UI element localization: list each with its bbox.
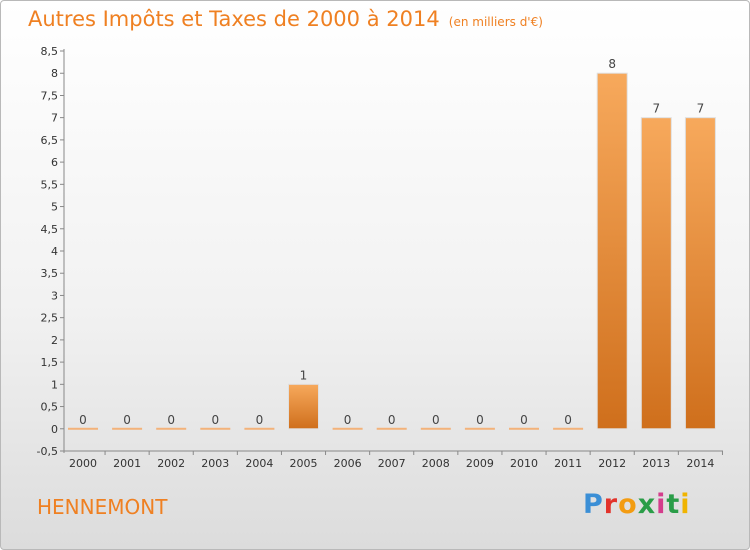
data-label: 0 (344, 413, 352, 427)
bar (553, 427, 584, 430)
data-label: 0 (388, 413, 396, 427)
data-label: 0 (432, 413, 440, 427)
x-tick-label: 2010 (510, 457, 538, 470)
x-tick-label: 2000 (69, 457, 97, 470)
x-tick-label: 2008 (422, 457, 450, 470)
bar (200, 427, 231, 430)
x-tick-label: 2011 (554, 457, 582, 470)
x-tick-label: 2004 (245, 457, 273, 470)
x-tick-label: 2007 (378, 457, 406, 470)
data-label: 0 (211, 413, 219, 427)
bar (420, 427, 451, 430)
bar (509, 427, 539, 430)
y-tick-label: 3 (51, 289, 58, 302)
chart-title: Autres Impôts et Taxes de 2000 à 2014 (e… (28, 7, 543, 31)
bar (288, 383, 319, 430)
y-tick-label: 0 (51, 423, 58, 436)
data-label: 7 (652, 102, 660, 116)
logo-letter: r (603, 489, 619, 520)
data-label: 0 (123, 413, 131, 427)
x-tick-label: 2009 (466, 457, 494, 470)
y-tick-label: 5 (51, 201, 58, 214)
y-tick-label: 0,5 (41, 401, 59, 414)
data-label: 0 (476, 413, 484, 427)
bar (156, 427, 187, 430)
commune-name: HENNEMONT (37, 495, 168, 519)
unit-text: (en milliers d'€) (448, 15, 543, 29)
data-label: 0 (167, 413, 175, 427)
bar (244, 427, 275, 430)
data-label: 0 (256, 413, 264, 427)
bar (112, 427, 143, 430)
data-label: 8 (608, 57, 616, 71)
x-tick-label: 2012 (598, 457, 626, 470)
y-tick-label: 2,5 (41, 312, 59, 325)
x-tick-label: 2014 (686, 457, 714, 470)
x-tick-label: 2001 (113, 457, 141, 470)
logo-letter: i (656, 489, 667, 520)
logo-letter: i (680, 489, 691, 520)
bar (68, 427, 98, 430)
logo-letter: P (583, 489, 604, 520)
y-tick-label: 4 (51, 245, 58, 258)
bar (684, 117, 716, 430)
data-label: 0 (79, 413, 87, 427)
bar (640, 117, 672, 430)
data-label: 1 (300, 368, 308, 382)
y-tick-label: 6 (51, 156, 58, 169)
logo-letter: t (666, 489, 681, 520)
y-tick-label: 7,5 (41, 89, 59, 102)
data-label: 7 (697, 102, 705, 116)
y-tick-label: 3,5 (41, 267, 59, 280)
proxiti-logo: Proxiti (583, 489, 691, 520)
data-label: 0 (564, 413, 572, 427)
y-tick-label: -0,5 (37, 445, 58, 458)
y-tick-label: 1 (51, 378, 58, 391)
bar (596, 72, 628, 430)
y-tick-label: 6,5 (41, 134, 59, 147)
x-tick-label: 2013 (642, 457, 670, 470)
bar (376, 427, 407, 430)
bar (464, 427, 495, 430)
y-tick-label: 2 (51, 334, 58, 347)
title-text: Autres Impôts et Taxes de 2000 à 2014 (28, 7, 440, 31)
bar (332, 427, 363, 430)
y-tick-label: 1,5 (41, 356, 59, 369)
x-tick-label: 2002 (157, 457, 185, 470)
data-label: 0 (520, 413, 528, 427)
logo-letter: o (618, 489, 638, 520)
x-tick-label: 2003 (201, 457, 229, 470)
x-tick-label: 2005 (290, 457, 318, 470)
y-tick-label: 7 (51, 112, 58, 125)
y-tick-label: 4,5 (41, 223, 59, 236)
x-tick-label: 2006 (334, 457, 362, 470)
y-tick-label: 8 (51, 67, 58, 80)
y-tick-label: 5,5 (41, 178, 59, 191)
y-tick-label: 8,5 (41, 45, 59, 58)
logo-letter: x (637, 489, 657, 520)
